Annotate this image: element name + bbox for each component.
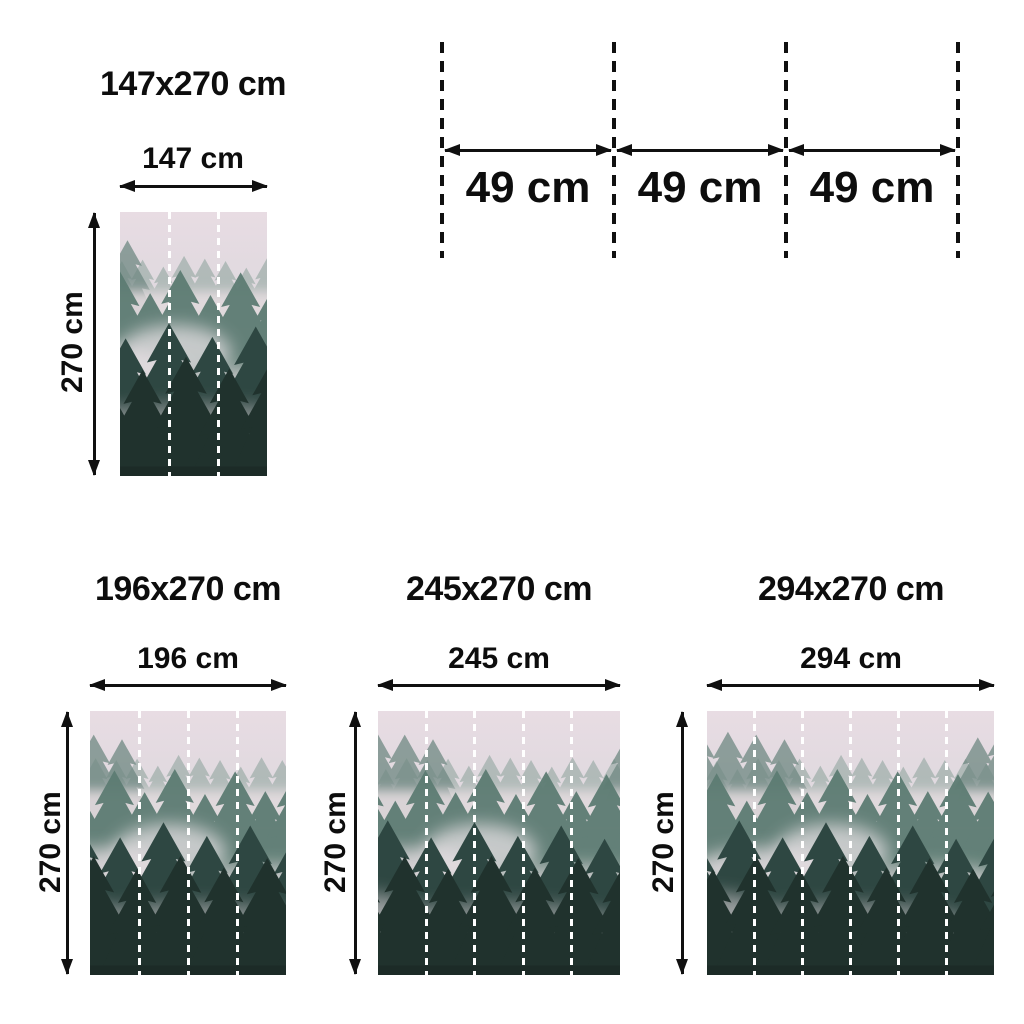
height-label-245: 270 cm (319, 791, 352, 893)
panel-separator (801, 711, 804, 975)
panel-separator (236, 711, 239, 975)
height-arrow-294 (676, 711, 688, 975)
segment-arrow (616, 144, 784, 156)
width-arrow-245 (377, 679, 621, 691)
segment-arrow (788, 144, 956, 156)
panel-separator (522, 711, 525, 975)
height-arrow-245 (349, 711, 361, 975)
panel-separator (945, 711, 948, 975)
cut-line (440, 42, 444, 258)
mural-preview-245x270 (378, 711, 620, 975)
panel-separator (849, 711, 852, 975)
segment-width-label: 49 cm (465, 163, 591, 212)
mural-preview-294x270 (707, 711, 994, 975)
mural-preview-147x270 (120, 212, 267, 476)
variant-title-196x270: 196x270 cm (95, 570, 281, 608)
mural-preview-196x270 (90, 711, 286, 975)
misty-forest-image (120, 212, 267, 476)
height-arrow-147 (88, 212, 100, 476)
width-arrow-196 (89, 679, 287, 691)
cut-line (784, 42, 788, 258)
cut-line (956, 42, 960, 258)
variant-title-245x270: 245x270 cm (406, 570, 592, 608)
width-label-294: 294 cm (800, 642, 902, 675)
panel-separator (168, 212, 171, 476)
cut-line (612, 42, 616, 258)
height-label-196: 270 cm (34, 791, 67, 893)
panel-separator (473, 711, 476, 975)
panel-separator (425, 711, 428, 975)
height-arrow-196 (61, 711, 73, 975)
height-label-294: 270 cm (647, 791, 680, 893)
variant-title-147x270: 147x270 cm (100, 65, 286, 103)
width-arrow-147 (119, 180, 268, 192)
width-label-147: 147 cm (142, 142, 244, 175)
width-label-196: 196 cm (137, 642, 239, 675)
segment-arrow (444, 144, 612, 156)
panel-separator (187, 711, 190, 975)
panel-separator (217, 212, 220, 476)
variant-title-294x270: 294x270 cm (758, 570, 944, 608)
height-label-147: 270 cm (56, 291, 89, 393)
width-label-245: 245 cm (448, 642, 550, 675)
segment-width-label: 49 cm (637, 163, 763, 212)
misty-forest-image (378, 711, 620, 975)
panel-separator (897, 711, 900, 975)
width-arrow-294 (706, 679, 995, 691)
panel-separator (753, 711, 756, 975)
panel-separator (138, 711, 141, 975)
segment-width-label: 49 cm (809, 163, 935, 212)
panel-separator (570, 711, 573, 975)
